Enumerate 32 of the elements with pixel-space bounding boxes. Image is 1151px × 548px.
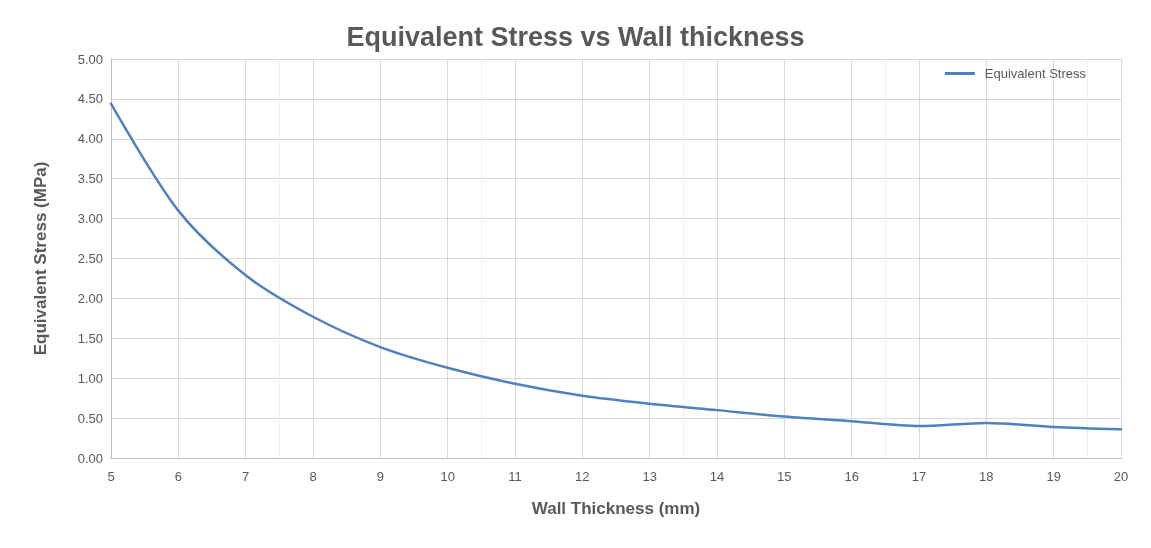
- y-tick-label: 1.00: [77, 370, 103, 386]
- x-tick-label: 19: [1046, 469, 1061, 484]
- y-tick-label: 0.50: [77, 410, 103, 426]
- y-tick-label: 4.50: [77, 91, 103, 107]
- x-tick-label: 7: [242, 469, 250, 484]
- x-tick-label: 14: [709, 469, 725, 484]
- x-tick-label: 6: [174, 469, 182, 484]
- legend-label: Equivalent Stress: [984, 66, 1087, 81]
- y-tick-label: 5.00: [77, 51, 103, 67]
- y-tick-label: 2.50: [77, 251, 103, 266]
- x-tick-label: 8: [309, 469, 317, 484]
- x-tick-label: 10: [440, 469, 455, 484]
- x-tick-label: 17: [911, 469, 927, 484]
- line-series: [109, 102, 1123, 431]
- x-tick-label: 15: [777, 469, 792, 484]
- x-tick-label: 12: [575, 469, 590, 484]
- y-tick-label: 1.50: [77, 330, 103, 346]
- x-axis-title: Wall Thickness (mm): [531, 499, 701, 518]
- y-tick-label: 0.00: [77, 450, 103, 466]
- chart-title: Equivalent Stress vs Wall thickness: [346, 21, 805, 52]
- y-tick-label: 3.50: [77, 171, 103, 187]
- x-tick-label: 16: [844, 469, 859, 484]
- y-tick-label: 2.00: [77, 290, 103, 306]
- y-axis-title: Equivalent Stress (MPa): [31, 161, 50, 356]
- y-tick-label: 4.00: [77, 131, 103, 147]
- x-tick-label: 18: [979, 469, 994, 484]
- x-tick-label: 11: [508, 469, 522, 484]
- x-tick-label: 5: [107, 469, 115, 484]
- x-tick-label: 9: [376, 469, 384, 484]
- x-tick-label: 20: [1113, 469, 1129, 484]
- y-tick-label: 3.00: [77, 211, 103, 227]
- x-tick-label: 13: [642, 469, 657, 484]
